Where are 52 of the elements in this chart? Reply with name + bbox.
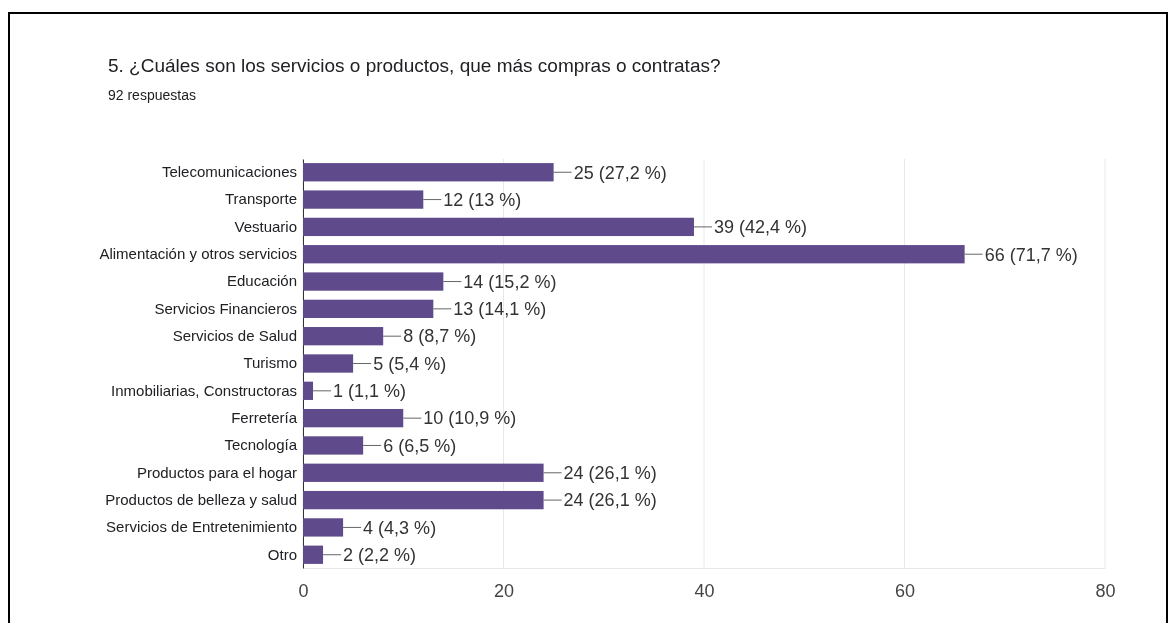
data-label: 24 (26,1 %) (563, 463, 657, 484)
data-label: 12 (13 %) (443, 189, 522, 210)
y-tick-label: Productos de belleza y salud (105, 490, 297, 508)
data-label: 24 (26,1 %) (563, 490, 657, 511)
y-tick-label: Vestuario (234, 217, 297, 235)
data-label: 4 (4,3 %) (363, 517, 437, 538)
y-tick-label: Transporte (225, 190, 297, 208)
bar (303, 545, 324, 564)
y-tick-label: Productos para el hogar (136, 463, 297, 481)
y-tick-label: Servicios Financieros (154, 299, 297, 317)
y-tick-label: Inmobiliarias, Constructoras (111, 381, 297, 399)
data-label: 39 (42,4 %) (713, 217, 808, 238)
y-tick-label: Tecnología (224, 436, 298, 454)
data-label: 25 (27,2 %) (573, 162, 667, 183)
data-label: 1 (1,1 %) (333, 381, 407, 402)
bar (303, 327, 384, 346)
data-label: 10 (10,9 %) (423, 408, 517, 429)
y-tick-label: Turismo (243, 354, 297, 372)
bar (303, 408, 404, 428)
x-tick-label: 40 (694, 580, 715, 601)
bar (303, 299, 434, 319)
y-tick-label: Otro (267, 545, 297, 563)
text: 92 respuestas (108, 87, 196, 103)
bar (303, 245, 965, 264)
data-label: 14 (15,2 %) (463, 271, 557, 292)
bar (303, 463, 544, 482)
bar (303, 272, 444, 291)
y-tick-label: Servicios de Entretenimiento (106, 518, 297, 536)
x-tick-label: 20 (493, 580, 515, 601)
bar (303, 190, 424, 209)
data-label: 8 (8,7 %) (403, 326, 477, 347)
data-label: 2 (2,2 %) (343, 545, 417, 566)
bar (303, 381, 314, 400)
y-tick-label: Servicios de Salud (172, 326, 297, 344)
chart-title: 5. ¿Cuáles son los servicios o productos, que más compras o contratas? (108, 55, 721, 76)
bar (303, 436, 364, 455)
data-label: 66 (71,7 %) (984, 244, 1078, 265)
y-tick-label: Telecomunicaciones (161, 163, 297, 181)
data-label: 6 (6,5 %) (383, 435, 457, 456)
y-tick-label: Alimentación y otros servicios (99, 245, 297, 263)
bar (303, 518, 344, 537)
data-label: 13 (14,1 %) (453, 299, 547, 320)
x-tick-label: 80 (1095, 580, 1116, 601)
data-label: 5 (5,4 %) (373, 353, 447, 374)
bar (303, 490, 544, 510)
y-tick-label: Educación (226, 272, 297, 290)
x-tick-label: 60 (894, 580, 916, 601)
bar (303, 163, 554, 182)
x-tick-label: 0 (298, 580, 309, 601)
bar (303, 217, 694, 237)
bar (303, 354, 354, 373)
y-tick-label: Ferretería (231, 408, 298, 426)
